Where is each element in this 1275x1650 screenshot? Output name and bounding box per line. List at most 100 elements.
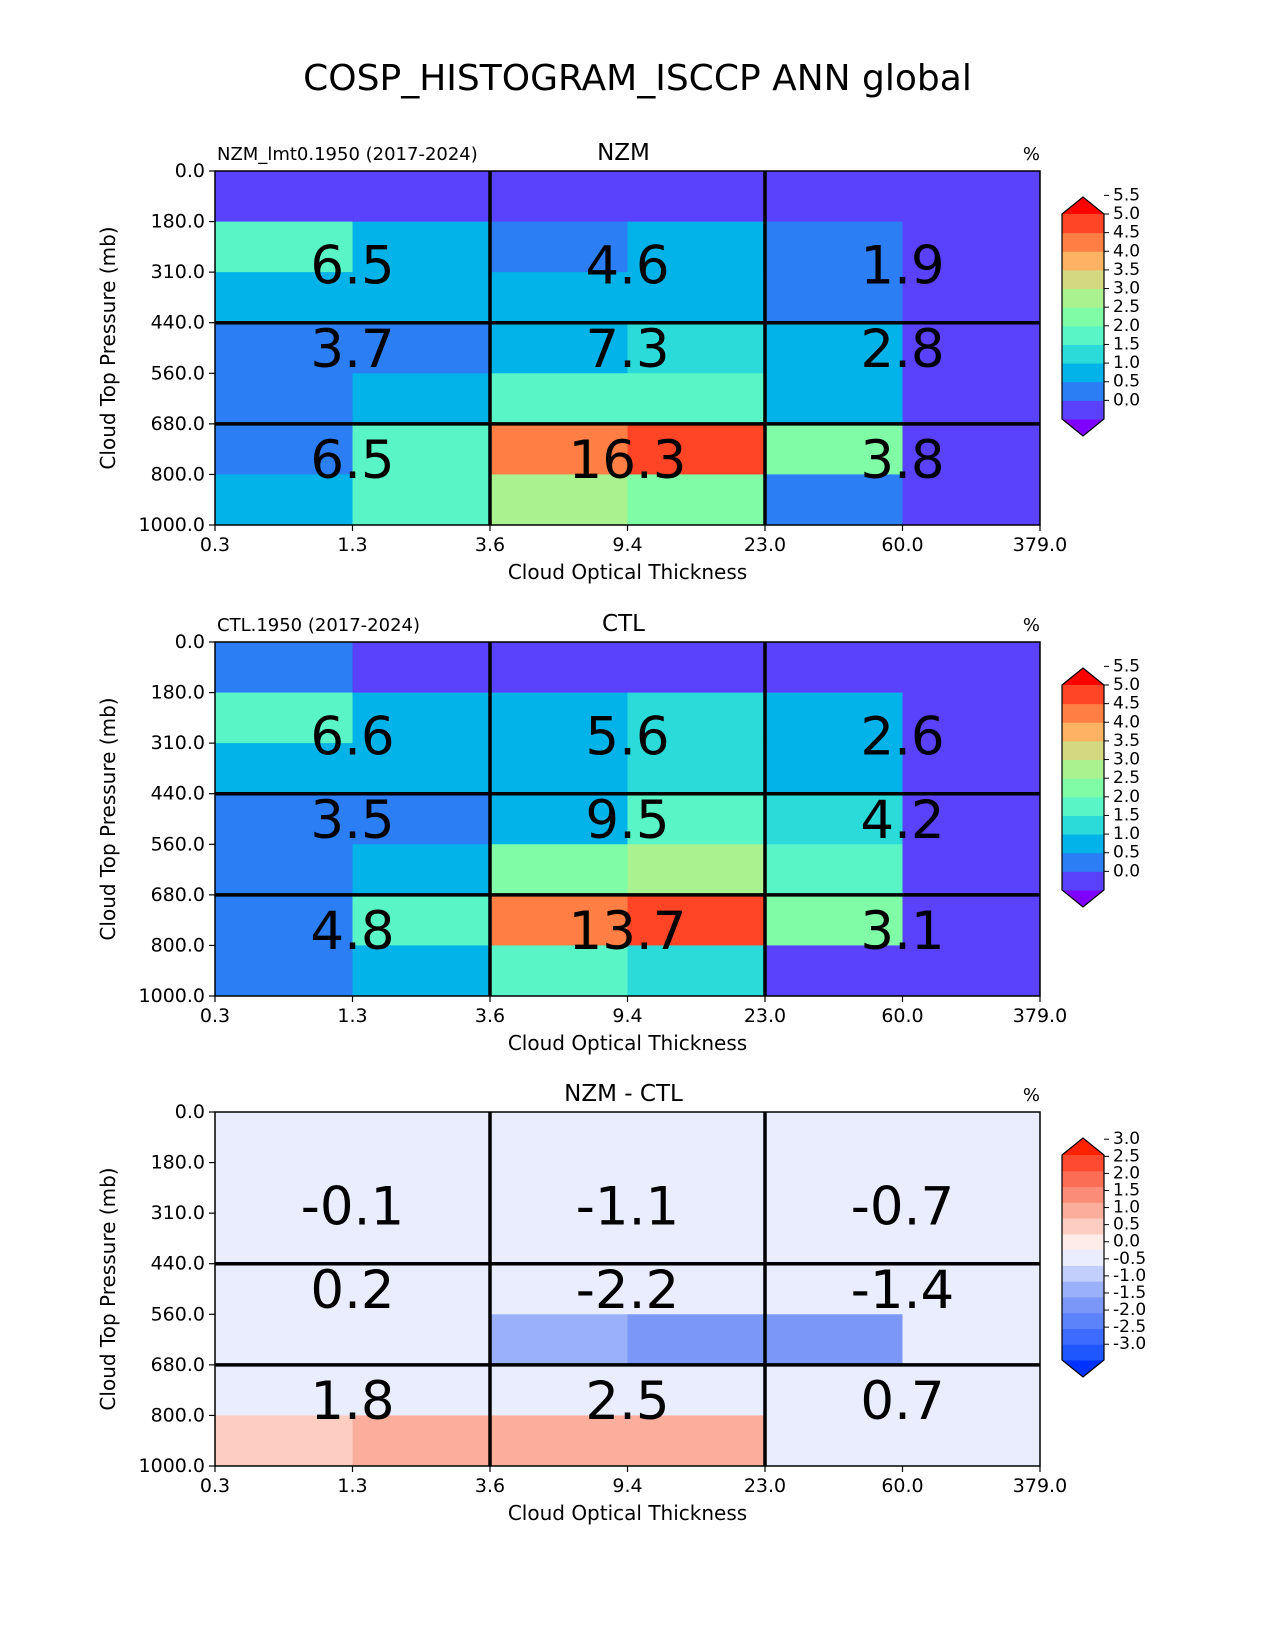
- y-tick-label: 180.0: [151, 682, 205, 704]
- block-value-label: 2.8: [860, 319, 944, 380]
- heatmap-cell: [627, 171, 766, 223]
- heatmap-cell: [490, 1364, 628, 1416]
- heatmap-cell: [490, 1314, 628, 1366]
- heatmap-cell: [765, 793, 903, 845]
- block-value-label: 4.6: [585, 236, 669, 297]
- colorbar-segment: [1062, 307, 1104, 327]
- heatmap-cell: [352, 1112, 491, 1164]
- heatmap-cell: [352, 272, 491, 324]
- colorbar-segment: [1062, 1202, 1104, 1219]
- block-value-label: 3.8: [860, 430, 944, 491]
- heatmap-cell: [902, 474, 1041, 526]
- heatmap-cell: [215, 1415, 353, 1467]
- block-value-label: 6.5: [310, 430, 394, 491]
- heatmap-cell: [352, 743, 491, 795]
- colorbar-outline: [1061, 667, 1105, 908]
- panel-units: %: [1023, 1085, 1040, 1106]
- colorbar-segment: [1062, 381, 1104, 401]
- x-tick-label: 3.6: [475, 534, 505, 556]
- colorbar-segment: [1062, 232, 1104, 252]
- heatmap-cell: [902, 1415, 1041, 1467]
- x-tick-label: 3.6: [475, 1005, 505, 1027]
- heatmap-cell: [352, 1415, 491, 1467]
- x-axis-label: Cloud Optical Thickness: [508, 560, 747, 584]
- heatmap-cell: [215, 1263, 353, 1315]
- heatmap-cell: [902, 272, 1041, 324]
- x-tick-label: 0.3: [200, 534, 230, 556]
- heatmap-cell: [490, 793, 628, 845]
- heatmap-cell: [627, 642, 766, 694]
- colorbar-tick-label: 2.5: [1113, 1146, 1140, 1166]
- colorbar-tick-label: 1.5: [1113, 334, 1140, 354]
- y-tick-label: 560.0: [151, 362, 205, 384]
- colorbar-segment: [1062, 1328, 1104, 1345]
- heatmap-cell: [215, 1213, 353, 1265]
- colorbar-segment: [1062, 1186, 1104, 1203]
- heatmap-cell: [765, 322, 903, 374]
- heatmap-cell: [627, 221, 766, 273]
- colorbar-tick-label: -1.0: [1113, 1266, 1146, 1286]
- heatmap-cell: [902, 692, 1041, 744]
- y-tick-label: 680.0: [151, 413, 205, 435]
- y-tick-label: 1000.0: [139, 514, 205, 536]
- heatmap-cell: [902, 322, 1041, 374]
- panel-title: NZM: [597, 140, 650, 166]
- x-tick-label: 379.0: [1013, 534, 1067, 556]
- colorbar-segment: [1062, 269, 1104, 290]
- heatmap-cell: [902, 793, 1041, 845]
- x-axis-label: Cloud Optical Thickness: [508, 1031, 747, 1055]
- heatmap-cell: [352, 221, 491, 273]
- x-tick-label: 9.4: [612, 534, 642, 556]
- block-value-label: 7.3: [585, 319, 669, 380]
- block-value-label: -2.2: [576, 1260, 679, 1321]
- heatmap-cell: [490, 474, 628, 526]
- colorbar-tick-label: 3.0: [1113, 750, 1140, 770]
- block-value-label: 5.6: [585, 707, 669, 768]
- x-axis-label: Cloud Optical Thickness: [508, 1501, 747, 1525]
- colorbar-segment: [1062, 363, 1104, 383]
- colorbar-outline: [1061, 1137, 1105, 1378]
- heatmap-cell: [902, 894, 1041, 946]
- colorbar-tick-label: 4.5: [1113, 223, 1140, 243]
- heatmap-cell: [627, 1112, 766, 1164]
- heatmap-cell: [352, 322, 491, 374]
- heatmap-cell: [490, 221, 628, 273]
- x-tick-label: 60.0: [881, 1005, 923, 1027]
- panel-title: CTL: [602, 611, 645, 637]
- colorbar-segment: [1062, 1233, 1104, 1251]
- x-tick-label: 379.0: [1013, 1005, 1067, 1027]
- heatmap-cell: [352, 894, 491, 946]
- heatmap-cell: [352, 793, 491, 845]
- heatmap-cell: [352, 1263, 491, 1315]
- x-tick-label: 9.4: [612, 1475, 642, 1497]
- panel-left-title: CTL.1950 (2017-2024): [217, 615, 420, 636]
- heatmap-cell: [352, 474, 491, 526]
- heatmap-cell: [765, 221, 903, 273]
- heatmap-cell: [765, 1364, 903, 1416]
- colorbar-tick-label: 3.0: [1113, 1129, 1140, 1149]
- colorbar-segment: [1062, 1155, 1104, 1172]
- block-value-label: 1.9: [860, 236, 944, 297]
- y-tick-label: 800.0: [151, 463, 205, 485]
- colorbar-tick-label: 1.0: [1113, 824, 1140, 844]
- heatmap-cell: [627, 1213, 766, 1265]
- colorbar-extend-low: [1062, 1360, 1104, 1377]
- x-tick-label: 60.0: [881, 1475, 923, 1497]
- y-tick-label: 180.0: [151, 211, 205, 233]
- heatmap-cell: [490, 642, 628, 694]
- heatmap-cell: [902, 373, 1041, 425]
- heatmap-cell: [215, 1314, 353, 1366]
- x-tick-label: 1.3: [337, 1005, 367, 1027]
- y-tick-label: 440.0: [151, 783, 205, 805]
- colorbar-extend-high: [1062, 668, 1104, 685]
- heatmap-cell: [765, 743, 903, 795]
- heatmap-cell: [765, 474, 903, 526]
- heatmap-cell: [490, 423, 628, 475]
- heatmap-cell: [902, 423, 1041, 475]
- heatmap-cell: [215, 373, 353, 425]
- block-value-label: 6.6: [310, 707, 394, 768]
- heatmap-cell: [215, 1112, 353, 1164]
- y-axis-label: Cloud Top Pressure (mb): [96, 226, 120, 469]
- colorbar-tick-label: 1.5: [1113, 1180, 1140, 1200]
- colorbar-segment: [1062, 685, 1104, 705]
